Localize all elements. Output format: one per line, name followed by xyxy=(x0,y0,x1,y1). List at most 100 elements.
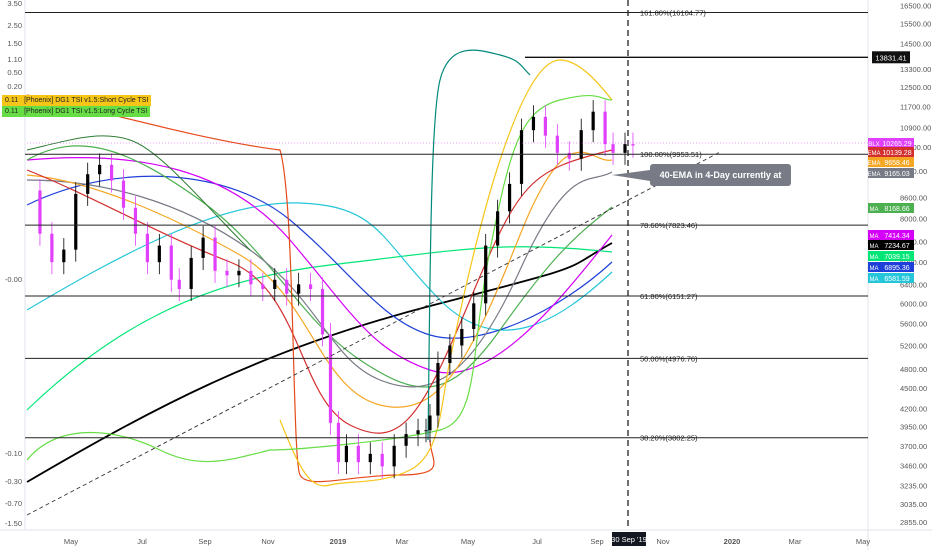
bb-red xyxy=(26,94,435,483)
candle-body xyxy=(496,211,500,246)
price-tick-label: 11700.00 xyxy=(900,103,931,112)
candle-body xyxy=(109,164,114,181)
price-tick-label: 13300.00 xyxy=(900,65,931,74)
high-badge xyxy=(872,51,910,64)
price-tick-label: 3035.00 xyxy=(900,500,927,509)
ma-green-slow xyxy=(26,246,613,411)
badge-name-box xyxy=(868,230,880,240)
candle-body xyxy=(249,270,253,285)
badge-value: 6895.36 xyxy=(884,265,909,272)
time-tick-label: 2020 xyxy=(724,537,741,546)
candle-body xyxy=(145,233,149,263)
candle-body xyxy=(74,193,78,250)
date-highlight-label: 30 Sep '19 xyxy=(611,535,647,544)
price-tick-label: 2855.00 xyxy=(900,518,927,527)
legend-short-cycle-value: 0.11 xyxy=(2,95,22,106)
badge-name-box xyxy=(868,157,880,167)
badge-value: 9658.46 xyxy=(884,160,909,167)
time-tick-label: Sep xyxy=(590,537,603,546)
badge-value-box xyxy=(880,262,914,272)
candle-body xyxy=(320,288,325,335)
candle-body xyxy=(555,135,559,153)
candle-body xyxy=(169,245,173,280)
badge-value: 10139.28 xyxy=(882,150,911,157)
callout-arrow xyxy=(612,170,650,181)
candle-body xyxy=(436,363,440,416)
candle-body xyxy=(472,303,476,329)
badge-value-box xyxy=(880,138,914,148)
time-tick-label: Nov xyxy=(261,537,275,546)
candle-body xyxy=(344,445,348,463)
price-tick-label: 14500.00 xyxy=(900,39,931,48)
candle-body xyxy=(631,144,635,146)
legend-short-cycle[interactable]: 0.11 [Phoenix] DG1 TSI v1.5:Short Cycle … xyxy=(2,95,152,106)
tsi-tick-label: 0.20 xyxy=(7,82,22,91)
fib-level-label: 161.80%(16104.77) xyxy=(640,8,706,17)
price-tick-label: 16500.00 xyxy=(900,1,931,10)
price-tick-label: 3460.00 xyxy=(900,462,927,471)
time-tick-label: Mar xyxy=(789,537,802,546)
fib-level-label: 61.80%(6151.27) xyxy=(640,292,698,301)
badge-name-box xyxy=(868,273,880,283)
time-tick-label: Nov xyxy=(656,537,670,546)
candle-body xyxy=(201,237,205,258)
tsi-teal xyxy=(427,49,531,441)
candle-body xyxy=(98,164,102,175)
candle-body xyxy=(297,284,301,294)
candle-body xyxy=(380,453,384,467)
tsi-green-upper xyxy=(26,135,251,251)
price-tick-label: 12500.00 xyxy=(900,83,931,92)
badge-value-box xyxy=(880,251,914,261)
candle-body xyxy=(368,453,372,463)
date-highlight-box xyxy=(612,532,646,546)
price-tick-label: 3235.00 xyxy=(900,481,927,490)
fib-level-label: 78.60%(7823.46) xyxy=(640,221,698,230)
candle-body xyxy=(133,207,138,234)
time-tick-label: May xyxy=(856,537,870,546)
time-tick-label: May xyxy=(64,537,78,546)
ma-magenta xyxy=(26,156,613,374)
tsi-tick-label: 1.10 xyxy=(7,55,22,64)
badge-value: 7039.15 xyxy=(884,254,909,261)
price-tick-label: 15500.00 xyxy=(900,20,931,29)
candle-body xyxy=(460,328,464,346)
time-tick-label: Sep xyxy=(198,537,211,546)
badge-value: 7234.67 xyxy=(884,243,909,250)
candle-body xyxy=(392,445,396,467)
tsi-tick-label: 0.50 xyxy=(7,68,22,77)
candle-body xyxy=(157,245,161,263)
ma-blue xyxy=(26,175,613,339)
dashed-trendline xyxy=(26,151,721,516)
badge-value-box xyxy=(880,168,914,178)
price-tick-label: 3950.00 xyxy=(900,423,927,432)
badge-name: EMA xyxy=(867,151,880,157)
tsi-tick-label: 3.50 xyxy=(7,0,22,8)
fib-level-label: 38.20%(3802.25) xyxy=(640,434,698,443)
candle-body xyxy=(448,345,452,364)
candle-body xyxy=(86,174,90,194)
ma-cyan xyxy=(26,202,613,331)
badge-name-box xyxy=(868,168,880,178)
candle-body xyxy=(38,190,42,234)
badge-name-box xyxy=(868,240,880,250)
candle-body xyxy=(543,116,547,136)
candle-body xyxy=(273,279,277,289)
fib-level-label: 50.00%(4976.76) xyxy=(640,354,698,363)
candle-body xyxy=(416,430,420,435)
axis-layer: 16500.00 15500.00 14500.00 13300.00 12500.00… xyxy=(5,0,931,546)
candle-body xyxy=(213,237,217,271)
badge-value-box xyxy=(880,230,914,240)
legend-long-cycle[interactable]: 0.11 [Phoenix] DG1 TSI v1.5:Long Cycle T… xyxy=(2,106,151,117)
badge-name: BLX xyxy=(868,142,879,148)
candle-body xyxy=(611,144,615,153)
tsi-tick-label: -0.70 xyxy=(5,499,22,508)
price-tick-label: 3700.00 xyxy=(900,442,927,451)
tsi-tick-label: -0.30 xyxy=(5,477,22,486)
legend-short-cycle-label: [Phoenix] DG1 TSI v1.5:Short Cycle TSI xyxy=(21,95,152,106)
price-tick-label: 6400.00 xyxy=(900,280,927,289)
tsi-tick-label: 1.50 xyxy=(7,39,22,48)
badge-value-box xyxy=(880,203,914,213)
price-tick-label: 4500.00 xyxy=(900,384,927,393)
candle-layer xyxy=(38,100,635,479)
